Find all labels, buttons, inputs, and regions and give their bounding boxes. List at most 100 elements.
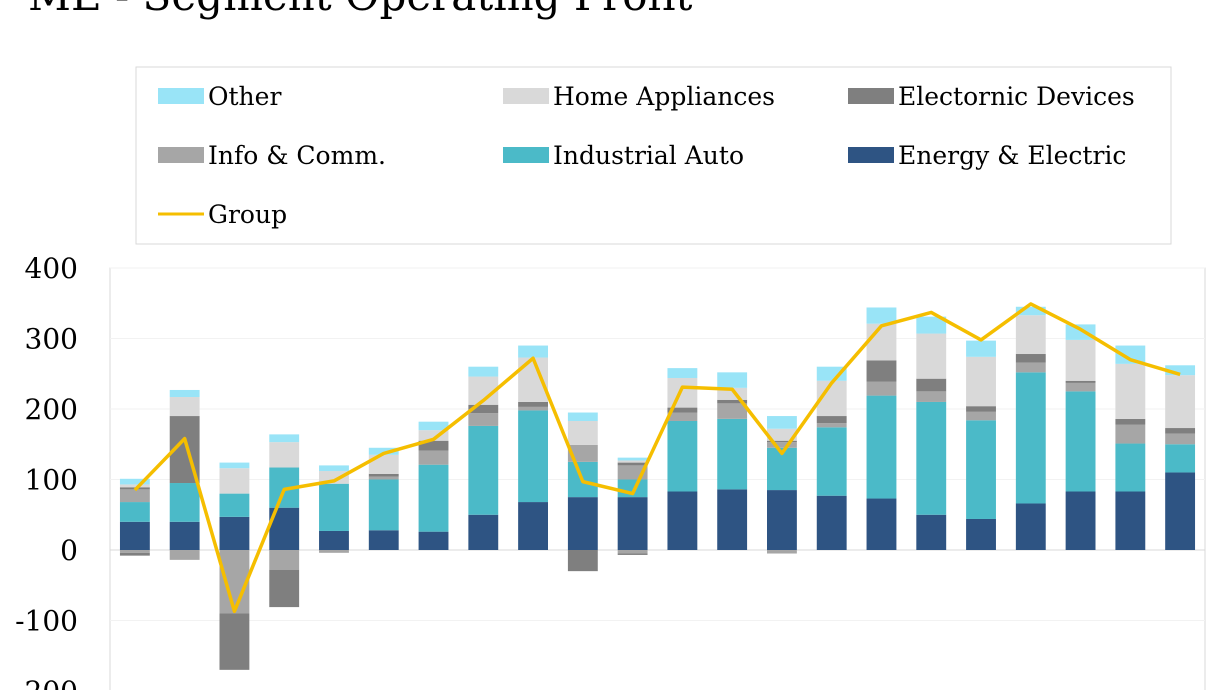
- bar-segment: [767, 428, 797, 441]
- bar-segment: [966, 411, 996, 421]
- bar-segment: [717, 489, 748, 550]
- bar-segment: [617, 462, 648, 466]
- bar-segment: [1115, 363, 1146, 419]
- chart-title: ME - Segment Operating Profit: [28, 0, 693, 20]
- y-tick-label: 100: [25, 464, 78, 497]
- legend-label: Home Appliances: [553, 82, 775, 111]
- bar-segment: [418, 531, 449, 550]
- bar-segment: [1165, 472, 1196, 550]
- bar-segment: [916, 378, 947, 392]
- y-tick-label: 300: [25, 323, 78, 356]
- bar-segment: [1065, 339, 1096, 381]
- bar-segment: [269, 434, 300, 443]
- bar-segment: [966, 420, 996, 519]
- y-tick-label: 0: [60, 534, 78, 567]
- bar-segment: [1015, 503, 1046, 550]
- bar-segment: [418, 440, 449, 451]
- bar-segment: [667, 491, 698, 550]
- y-tick-label: 200: [25, 393, 78, 426]
- legend-swatch: [158, 88, 204, 104]
- legend-swatch: [848, 88, 894, 104]
- bar-segment: [966, 518, 996, 550]
- legend: Other Home Appliances Electornic Devices In…: [158, 82, 1135, 229]
- bar-segment: [617, 497, 648, 550]
- bar-segment: [169, 550, 200, 560]
- bar-segment: [1065, 491, 1096, 550]
- bar-segment: [767, 442, 797, 448]
- bar-segment: [567, 412, 598, 421]
- bar-segment: [518, 401, 548, 407]
- bar-segment: [319, 465, 349, 472]
- bar-segment: [816, 495, 847, 550]
- bar-segment: [667, 407, 698, 413]
- bar-segment: [667, 377, 698, 408]
- bar-segment: [368, 473, 399, 477]
- bar-segment: [219, 468, 250, 494]
- bar-segment: [418, 464, 449, 532]
- bar-segment: [119, 550, 150, 553]
- bar-segment: [567, 420, 598, 445]
- bar-segment: [866, 307, 897, 324]
- bar-segment: [717, 387, 748, 400]
- bar-segment: [617, 460, 648, 463]
- bar-segment: [518, 502, 548, 550]
- bar-segment: [966, 406, 996, 412]
- bar-segment: [319, 550, 349, 553]
- bar-segment: [219, 613, 250, 670]
- group-line: [133, 302, 1181, 614]
- bar-segment: [966, 340, 996, 357]
- bar-segment: [119, 478, 150, 485]
- legend-label: Industrial Auto: [553, 141, 744, 170]
- bar-segment: [617, 457, 648, 461]
- bar-segment: [518, 345, 548, 358]
- bar-segment: [368, 476, 399, 480]
- bar-segment: [169, 483, 200, 522]
- bar-segment: [816, 427, 847, 496]
- bar-segment: [767, 416, 797, 429]
- bar-segment: [667, 368, 698, 378]
- bar-segment: [717, 418, 748, 490]
- bar-segment: [219, 493, 250, 517]
- bar-segment: [1115, 345, 1146, 364]
- bar-segment: [219, 462, 250, 469]
- bar-segment: [1015, 362, 1046, 373]
- legend-label: Info & Comm.: [208, 141, 386, 170]
- legend-label: Group: [208, 200, 287, 229]
- bar-segment: [717, 399, 748, 404]
- bar-segment: [1165, 444, 1196, 473]
- bar-segment: [1165, 365, 1196, 376]
- bar-segment: [816, 366, 847, 381]
- bar-segment: [319, 483, 349, 531]
- bar-segment: [866, 498, 897, 550]
- bar-segment: [1115, 443, 1146, 492]
- y-tick-label: -200: [15, 675, 78, 690]
- bar-segment: [1165, 428, 1196, 434]
- bar-segment: [916, 514, 947, 550]
- bar-segment: [1115, 424, 1146, 444]
- bar-segment: [119, 484, 150, 488]
- bar-segment: [468, 425, 499, 515]
- bar-segment: [219, 516, 250, 550]
- legend-swatch: [158, 147, 204, 163]
- bar-segment: [916, 401, 947, 515]
- bar-segment: [368, 530, 399, 550]
- legend-label: Other: [208, 82, 281, 111]
- bar-segment: [1015, 315, 1046, 355]
- bar-segment: [1115, 491, 1146, 550]
- bar-segment: [966, 356, 996, 407]
- bar-segment: [916, 333, 947, 379]
- bar-segment: [767, 440, 797, 443]
- bar-segment: [767, 490, 797, 550]
- bar-segment: [717, 403, 748, 419]
- bar-segment: [269, 569, 300, 608]
- bar-segment: [169, 389, 200, 398]
- bars: [119, 306, 1196, 670]
- legend-label: Electornic Devices: [898, 82, 1135, 111]
- bar-segment: [617, 550, 648, 554]
- legend-swatch: [848, 147, 894, 163]
- bar-segment: [567, 550, 598, 572]
- bar-segment: [269, 442, 300, 468]
- bar-segment: [1115, 418, 1146, 425]
- bar-segment: [567, 497, 598, 550]
